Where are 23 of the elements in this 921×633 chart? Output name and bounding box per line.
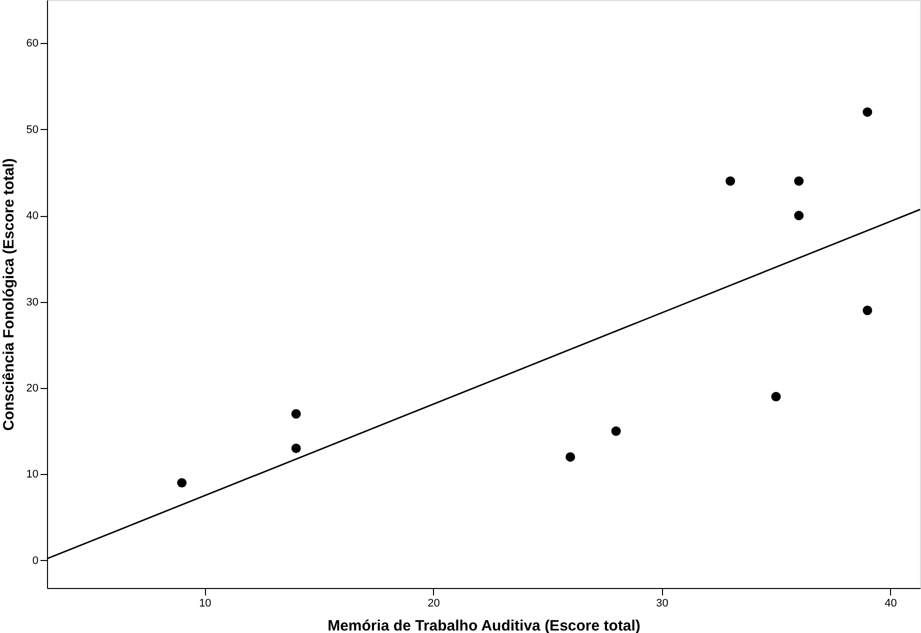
point (794, 176, 804, 186)
point (862, 306, 872, 316)
y-tick-label: 50 (26, 124, 38, 136)
point (726, 176, 736, 186)
point (862, 107, 872, 117)
y-tick-label: 30 (26, 296, 38, 308)
x-tick-label: 40 (884, 598, 897, 610)
y-tick-label: 10 (26, 468, 38, 481)
x-tick-label: 10 (199, 598, 212, 610)
point (291, 409, 301, 419)
x-tick-label: 30 (656, 598, 668, 610)
point (794, 210, 804, 220)
y-axis-title: Consciência Fonológica (Escore total) (0, 158, 18, 431)
y-tick-label: 0 (32, 554, 38, 567)
y-tick-label: 60 (26, 38, 38, 50)
x-tick-label: 20 (428, 598, 440, 610)
point (177, 478, 187, 488)
point (566, 452, 576, 462)
point (611, 426, 621, 436)
y-tick-label: 20 (26, 382, 38, 394)
point (291, 444, 301, 454)
point (771, 392, 781, 402)
y-tick-label: 40 (26, 210, 38, 222)
